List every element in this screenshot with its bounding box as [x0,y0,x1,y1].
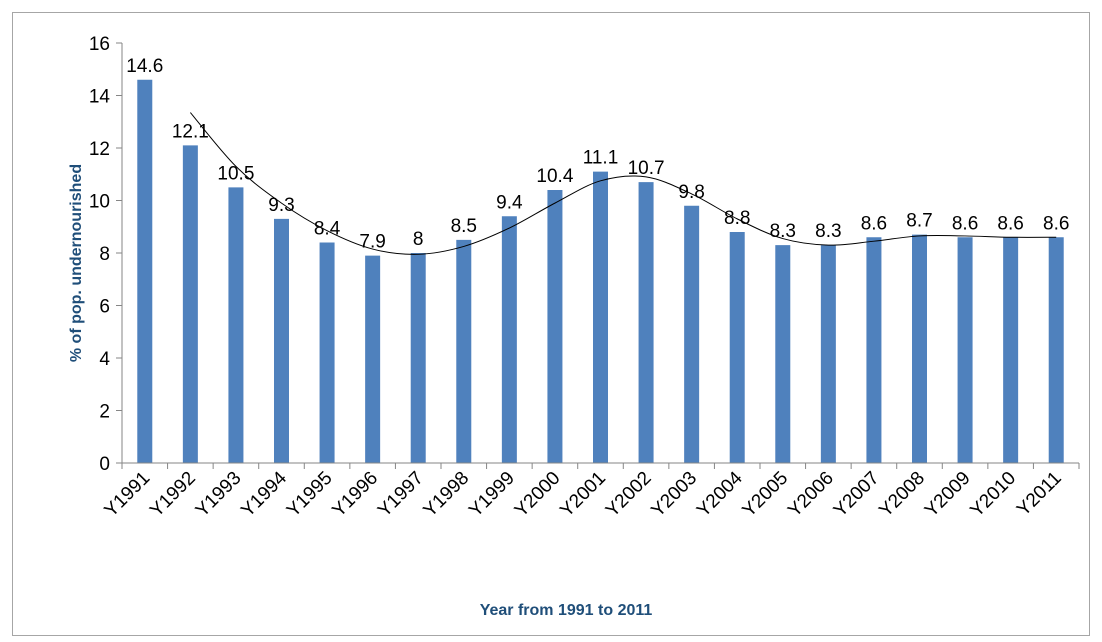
bar-y1998 [456,239,472,463]
bar-y2007 [866,237,882,463]
data-label-y2000: 10.4 [536,166,573,187]
bar-y2003 [684,205,700,463]
data-label-y2001: 11.1 [583,148,619,169]
data-label-y2010: 8.6 [997,213,1023,234]
x-tick-label: Y1991 [101,468,155,522]
bar-y2000 [547,190,563,463]
data-label-y1992: 12.1 [172,121,209,142]
x-tick-label: Y2007 [830,468,884,522]
data-label-y2011: 8.6 [1043,213,1069,234]
x-tick-label: Y1999 [465,468,519,522]
data-label-y2002: 10.7 [628,158,665,179]
bar-y2009 [957,237,973,463]
y-tick-label: 10 [89,192,110,213]
x-tick-label: Y1996 [328,468,382,522]
bar-y1996 [365,255,381,463]
x-tick-label: Y2003 [647,468,701,522]
y-axis: 0 2 4 6 8 10 12 14 16 [89,34,123,475]
data-label-y2009: 8.6 [952,213,978,234]
x-tick-label: Y2008 [875,468,929,522]
bars [137,79,1064,463]
x-tick-label: Y1998 [420,468,474,522]
x-tick-label: Y2001 [556,468,610,522]
y-axis-title: % of pop. undernourished [68,164,85,362]
y-tick-label: 0 [99,454,110,475]
x-tick-label: Y2004 [693,467,747,521]
data-label-y1991: 14.6 [126,56,163,77]
bar-y2008 [912,234,927,463]
y-tick-label: 8 [99,244,110,265]
bar-y1992 [182,145,198,463]
bar-y1997 [410,253,426,463]
data-labels: 14.6 12.1 10.5 9.3 8.4 7.9 8 8.5 9.4 10.4 11.1 10.7… [126,56,1069,253]
bar-y1991 [137,79,153,463]
x-tick-label: Y2010 [966,468,1020,522]
data-label-y2008: 8.7 [906,211,932,232]
x-tick-label: Y2000 [511,468,565,522]
trendline [189,112,1057,255]
bar-y2010 [1003,237,1019,463]
bar-y2002 [638,182,654,463]
bar-y2006 [820,245,836,463]
bar-y2004 [729,232,745,463]
x-tick-label: Y2002 [602,468,656,522]
x-tick-label: Y2005 [739,468,793,522]
bar-y1993 [228,187,244,463]
data-label-y2003: 9.8 [678,182,704,203]
data-label-y2006: 8.3 [815,221,841,242]
data-label-y1994: 9.3 [268,195,294,216]
x-tick-label: Y2009 [921,468,975,522]
x-tick-label: Y1995 [283,468,337,522]
x-axis-title: Year from 1991 to 2011 [480,602,653,619]
data-label-y1998: 8.5 [451,216,477,237]
bar-y2005 [775,245,791,463]
data-label-y2004: 8.8 [724,208,750,229]
data-label-y2005: 8.3 [770,221,796,242]
moving-average-line [189,112,1057,255]
data-label-y1997: 8 [413,229,424,250]
x-axis: Y1991Y1992Y1993Y1994Y1995Y1996Y1997Y1998… [101,462,1080,522]
data-label-y1995: 8.4 [314,219,341,240]
data-label-y1999: 9.4 [496,192,523,213]
bar-y1994 [274,218,289,463]
data-label-y2007: 8.6 [861,213,887,234]
y-tick-label: 2 [99,402,110,423]
x-tick-label: Y1993 [192,468,246,522]
chart-area: 0 2 4 6 8 10 12 14 16 Y1991 Y1992 Y1993 Y1994 Y1995 Y… [12,12,1090,636]
y-tick-label: 14 [89,87,111,108]
bar-y1995 [319,242,335,463]
y-tick-label: 6 [99,297,110,318]
y-tick-label: 4 [99,349,110,370]
data-label-y1996: 7.9 [359,232,385,253]
y-tick-label: 16 [89,34,110,55]
x-tick-label: Y1992 [146,468,200,522]
y-tick-label: 12 [89,139,110,160]
data-label-y1993: 10.5 [217,163,254,184]
bar-y1999 [501,216,517,463]
bar-y2011 [1048,237,1064,463]
x-tick-label: Y1997 [374,468,428,522]
bar-y2001 [593,171,608,463]
x-tick-label: Y2011 [1013,468,1066,521]
x-tick-label: Y1994 [237,467,291,521]
x-tick-label: Y2006 [784,468,838,522]
